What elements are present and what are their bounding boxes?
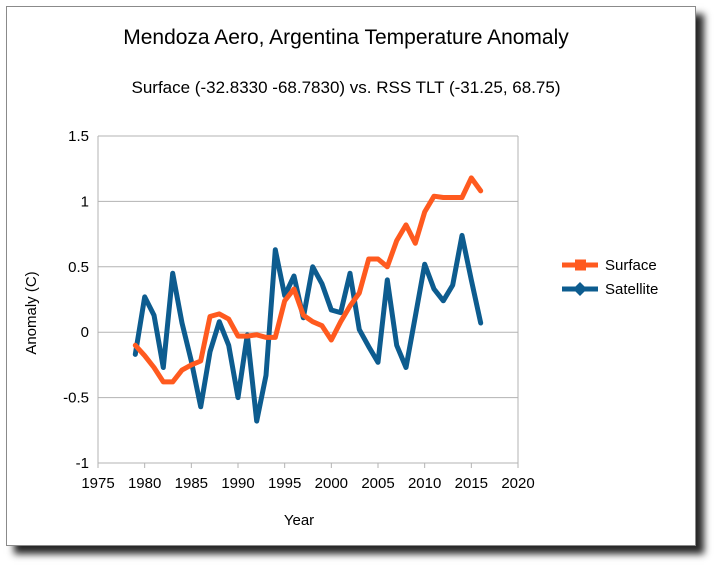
x-tick-label: 2005	[361, 475, 394, 492]
x-tick-label: 1985	[175, 475, 208, 492]
chart-subtitle: Surface (-32.8330 -68.7830) vs. RSS TLT …	[131, 78, 560, 97]
y-axis-label: Anomaly (C)	[23, 271, 40, 354]
y-tick-label: 1.5	[68, 128, 89, 145]
x-tick-label: 1990	[221, 475, 254, 492]
x-axis-label: Year	[284, 512, 314, 529]
x-tick-label: 2010	[408, 475, 441, 492]
y-tick-label: 0.5	[68, 259, 89, 276]
y-tick-label: -1	[76, 455, 89, 472]
series-line-surface	[132, 175, 484, 385]
legend-label-satellite: Satellite	[605, 281, 658, 298]
y-tick-label: 1	[81, 193, 89, 210]
legend-marker-satellite	[573, 282, 587, 296]
plot-area: -1 -0.5 0 0.5 1 1.5 1975 1980 1985 1990 1995 2000 20…	[63, 128, 535, 492]
chart-title: Mendoza Aero, Argentina Temperature Anom…	[123, 26, 569, 49]
x-tick-label: 2000	[315, 475, 348, 492]
series-line-satellite	[132, 232, 484, 424]
x-tick-label: 2020	[501, 475, 534, 492]
x-tick-label: 1995	[268, 475, 301, 492]
legend: Surface Satellite	[562, 257, 658, 298]
legend-marker-surface	[575, 259, 586, 271]
y-tick-label: -0.5	[63, 390, 89, 407]
x-tick-label: 2015	[455, 475, 488, 492]
x-tick-label: 1980	[128, 475, 161, 492]
x-tick-label: 1975	[81, 475, 114, 492]
y-tick-label: 0	[81, 324, 89, 341]
legend-label-surface: Surface	[605, 257, 657, 274]
